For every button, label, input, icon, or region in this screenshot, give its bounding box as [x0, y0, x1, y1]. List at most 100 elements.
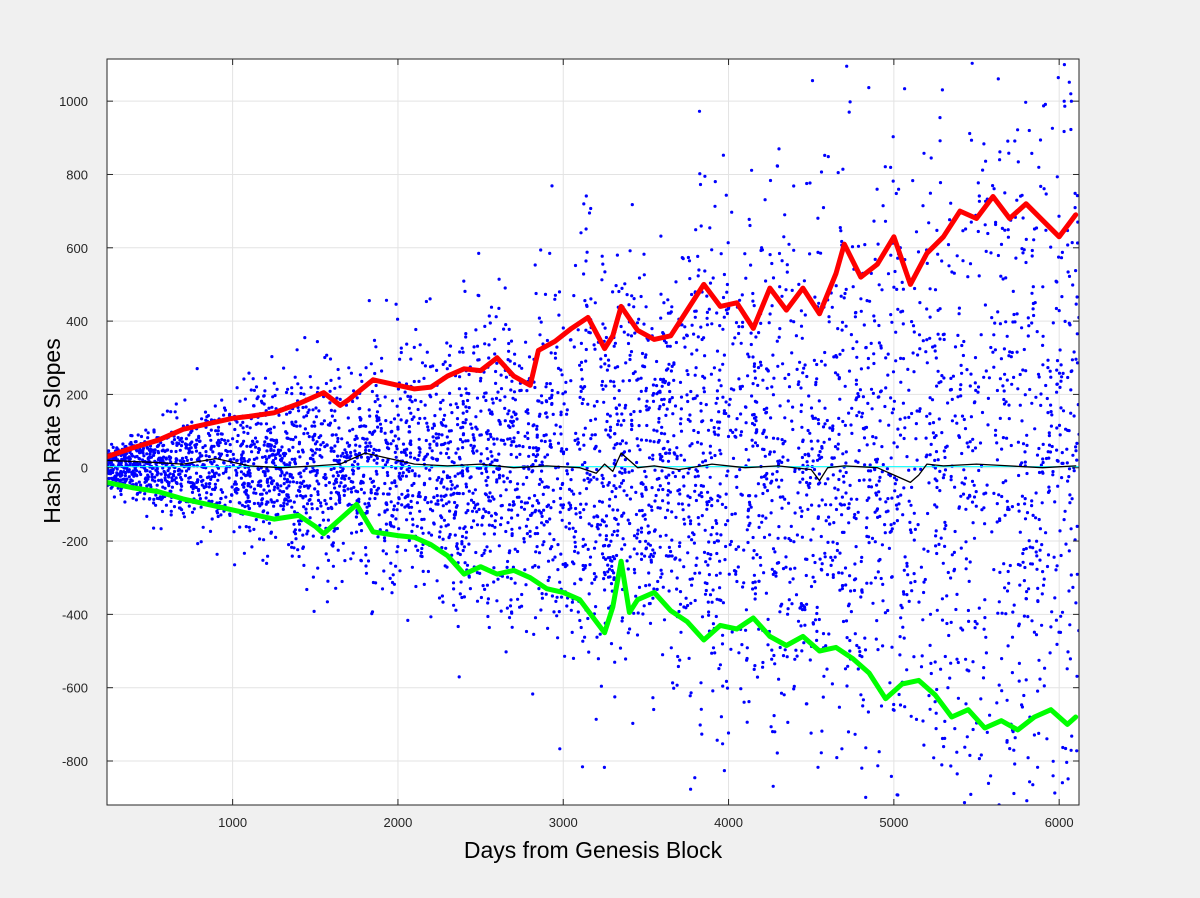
- scatter-point: [998, 416, 1002, 420]
- scatter-point: [838, 226, 842, 230]
- scatter-point: [961, 229, 965, 233]
- scatter-point: [539, 608, 543, 612]
- scatter-point: [929, 442, 933, 446]
- scatter-point: [819, 170, 824, 174]
- scatter-point: [1040, 592, 1044, 596]
- scatter-point: [170, 485, 174, 489]
- scatter-point: [757, 579, 761, 583]
- scatter-point: [743, 252, 747, 256]
- scatter-point: [1046, 411, 1050, 415]
- scatter-point: [174, 476, 178, 480]
- scatter-point: [341, 467, 345, 471]
- scatter-point: [418, 509, 422, 513]
- scatter-point: [811, 553, 815, 558]
- scatter-point: [446, 447, 450, 451]
- scatter-point: [925, 361, 929, 365]
- scatter-point: [235, 471, 239, 475]
- scatter-point: [583, 543, 588, 547]
- scatter-point: [734, 547, 738, 552]
- scatter-point: [607, 567, 612, 571]
- scatter-point: [206, 431, 211, 436]
- scatter-point: [431, 435, 435, 439]
- scatter-point: [1053, 791, 1057, 795]
- scatter-point: [737, 331, 741, 336]
- scatter-point: [989, 774, 993, 778]
- scatter-point: [247, 458, 251, 462]
- scatter-point: [704, 560, 708, 564]
- scatter-point: [1071, 585, 1075, 590]
- scatter-point: [683, 325, 687, 329]
- scatter-point: [540, 469, 544, 473]
- scatter-point: [600, 481, 604, 485]
- scatter-point: [1066, 479, 1070, 483]
- scatter-point: [938, 337, 942, 341]
- scatter-point: [266, 444, 270, 448]
- scatter-point: [814, 383, 818, 387]
- scatter-point: [741, 320, 745, 324]
- scatter-point: [836, 442, 840, 446]
- scatter-point: [661, 653, 665, 657]
- scatter-point: [1000, 689, 1004, 693]
- scatter-point: [477, 358, 481, 362]
- scatter-point: [299, 386, 303, 390]
- scatter-point: [1025, 433, 1029, 437]
- scatter-point: [199, 540, 203, 544]
- scatter-point: [394, 466, 398, 470]
- scatter-point: [581, 537, 585, 541]
- scatter-point: [547, 575, 551, 579]
- scatter-point: [314, 415, 318, 419]
- scatter-point: [390, 429, 394, 433]
- scatter-point: [477, 294, 481, 298]
- scatter-point: [587, 522, 591, 526]
- scatter-point: [608, 428, 613, 433]
- scatter-point: [796, 382, 800, 387]
- scatter-point: [693, 373, 697, 377]
- scatter-point: [902, 592, 906, 596]
- scatter-point: [962, 339, 966, 344]
- scatter-point: [943, 455, 947, 460]
- scatter-point: [628, 353, 632, 357]
- scatter-point: [1010, 350, 1014, 355]
- scatter-point: [689, 787, 693, 791]
- scatter-point: [798, 506, 802, 510]
- scatter-point: [675, 683, 679, 687]
- scatter-point: [875, 508, 879, 512]
- scatter-point: [300, 448, 305, 452]
- scatter-point: [706, 563, 710, 567]
- scatter-point: [628, 521, 632, 526]
- scatter-point: [699, 325, 703, 329]
- scatter-point: [357, 466, 361, 470]
- scatter-point: [983, 223, 987, 227]
- scatter-point: [443, 360, 447, 364]
- scatter-point: [302, 469, 306, 473]
- scatter-point: [976, 390, 980, 394]
- scatter-point: [486, 601, 490, 605]
- scatter-point: [1024, 237, 1028, 241]
- scatter-point: [590, 433, 594, 437]
- scatter-point: [915, 458, 919, 462]
- scatter-point: [286, 387, 290, 391]
- scatter-point: [559, 552, 563, 556]
- scatter-point: [694, 468, 698, 472]
- scatter-point: [998, 158, 1002, 162]
- scatter-point: [929, 661, 933, 666]
- scatter-point: [495, 361, 499, 365]
- scatter-point: [658, 390, 662, 394]
- scatter-point: [992, 491, 996, 495]
- scatter-point: [314, 406, 318, 410]
- scatter-point: [424, 466, 428, 470]
- scatter-point: [969, 220, 973, 224]
- scatter-point: [771, 572, 775, 577]
- scatter-point: [960, 371, 964, 375]
- scatter-point: [834, 354, 838, 358]
- scatter-point: [696, 430, 700, 435]
- scatter-point: [1025, 799, 1029, 803]
- scatter-point: [1068, 623, 1072, 627]
- scatter-point: [572, 345, 576, 349]
- scatter-point: [892, 441, 896, 445]
- scatter-point: [751, 413, 755, 417]
- scatter-point: [582, 478, 586, 482]
- scatter-point: [330, 446, 334, 450]
- scatter-point: [959, 494, 963, 498]
- scatter-point: [690, 323, 694, 327]
